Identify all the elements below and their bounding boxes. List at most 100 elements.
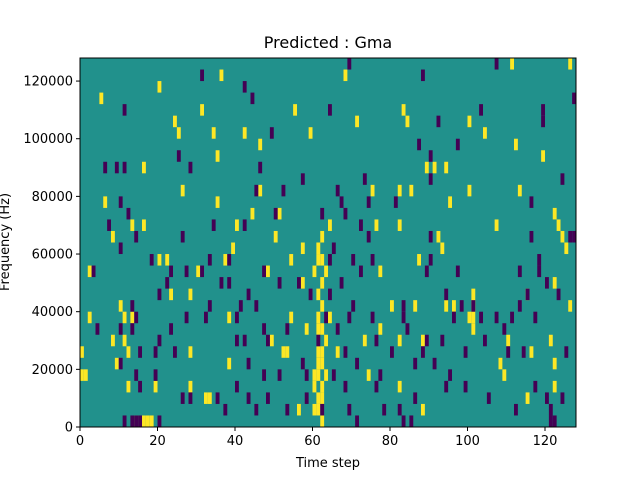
- heatmap-cell-low-30: [169, 265, 174, 278]
- heatmap-cell-high-39: [215, 150, 220, 162]
- x-tick-label: 0: [76, 434, 84, 449]
- heatmap-cell-low-85: [320, 207, 325, 220]
- heatmap-cell-high-67: [312, 380, 317, 393]
- heatmap-cell-low-37: [184, 311, 189, 324]
- heatmap-cell-high-26: [165, 254, 170, 266]
- heatmap-cell-high-130: [483, 127, 487, 139]
- heatmap-cell-high-140: [529, 346, 534, 358]
- heatmap-cell-high-103: [390, 300, 394, 312]
- heatmap-cell-low-72: [273, 207, 278, 220]
- heatmap-cell-low-39: [188, 161, 193, 174]
- heatmap-cell-high-110: [409, 184, 414, 197]
- heatmap-cell-low-22: [138, 415, 143, 427]
- heatmap-cell-low-175: [548, 415, 553, 427]
- heatmap-cell-high-73: [316, 323, 321, 335]
- heatmap-cell-low-82: [304, 392, 309, 404]
- heatmap-cell-high-53: [273, 230, 278, 243]
- heatmap-cell-high-49: [258, 138, 263, 151]
- heatmap-cell-low-7: [118, 323, 123, 335]
- heatmap-cell-low-136: [428, 254, 433, 266]
- heatmap-cell-high-116: [432, 161, 437, 174]
- x-tick-label: 40: [227, 434, 244, 449]
- heatmap-cell-high-113: [421, 334, 425, 347]
- heatmap-cell-low-108: [359, 265, 363, 278]
- heatmap-cell-low-145: [455, 265, 460, 278]
- heatmap-cell-low-70: [266, 392, 270, 404]
- heatmap-cell-low-17: [134, 311, 139, 324]
- heatmap-cell-high-87: [320, 392, 325, 404]
- y-tick-label: 100000: [23, 132, 73, 147]
- heatmap-cell-low-13: [130, 300, 135, 312]
- heatmap-cell-low-180: [564, 346, 569, 358]
- heatmap-cell-high-3: [87, 265, 92, 278]
- heatmap-cell-low-110: [366, 196, 371, 208]
- heatmap-cell-low-93: [335, 184, 340, 197]
- heatmap-cell-high-64: [308, 127, 313, 139]
- heatmap-cell-low-140: [444, 288, 449, 301]
- heatmap-cell-high-115: [424, 161, 429, 174]
- heatmap-cell-high-51: [266, 265, 270, 278]
- heatmap-cell-low-157: [506, 346, 511, 358]
- heatmap-cell-high-62: [300, 277, 305, 289]
- heatmap-cell-high-13: [126, 346, 131, 358]
- heatmap-cell-high-63: [304, 323, 309, 335]
- heatmap-cell-low-15: [130, 415, 135, 427]
- heatmap-cell-high-16: [130, 311, 135, 324]
- heatmap-cell-low-92: [331, 369, 336, 381]
- heatmap-cell-high-41: [219, 69, 224, 82]
- heatmap-cells: [80, 58, 577, 427]
- heatmap-cell-low-52: [235, 380, 239, 393]
- heatmap-cell-low-1: [95, 323, 100, 335]
- heatmap-cell-low-104: [351, 300, 356, 312]
- heatmap-cell-low-11: [122, 415, 127, 427]
- heatmap-cell-low-169: [537, 254, 542, 266]
- heatmap-cell-low-50: [227, 277, 232, 289]
- heatmap-cell-low-12: [126, 207, 131, 220]
- heatmap-cell-high-35: [200, 104, 205, 116]
- heatmap-cell-high-109: [405, 115, 410, 128]
- heatmap-cell-low-152: [483, 334, 487, 347]
- heatmap-cell-high-56: [285, 346, 290, 358]
- heatmap-cell-high-137: [517, 184, 522, 197]
- heatmap-cell-low-113: [370, 311, 375, 324]
- heatmap-cell-low-170: [541, 115, 546, 128]
- heatmap-cell-high-92: [328, 219, 332, 231]
- heatmap-cell-low-96: [339, 277, 344, 289]
- heatmap-cell-high-89: [324, 265, 329, 278]
- heatmap-cell-high-11: [122, 311, 127, 324]
- heatmap-cell-low-33: [176, 150, 181, 162]
- heatmap-cell-low-141: [444, 380, 449, 393]
- heatmap-cell-low-160: [517, 300, 522, 312]
- heatmap-cell-low-3: [107, 219, 112, 231]
- heatmap-cell-high-131: [494, 219, 499, 231]
- x-tick-label: 80: [382, 434, 399, 449]
- heatmap-cell-high-146: [552, 380, 557, 393]
- heatmap-cell-low-61: [250, 92, 255, 105]
- heatmap-cell-high-19: [142, 219, 146, 231]
- heatmap-cell-low-18: [134, 369, 139, 381]
- heatmap-cell-low-45: [211, 219, 216, 231]
- heatmap-cell-low-20: [138, 346, 143, 358]
- heatmap-cell-high-135: [510, 58, 515, 70]
- heatmap-cell-high-80: [320, 254, 325, 266]
- y-tick-label: 20000: [32, 363, 73, 378]
- heatmap-cell-low-146: [459, 300, 464, 312]
- heatmap-cell-high-25: [157, 254, 162, 266]
- heatmap-cell-high-34: [196, 265, 201, 278]
- heatmap-cell-low-179: [560, 392, 565, 404]
- heatmap-cell-high-123: [467, 115, 472, 128]
- heatmap-cell-low-150: [479, 104, 484, 116]
- heatmap-cell-low-135: [428, 230, 433, 243]
- heatmap-cell-low-115: [374, 380, 379, 393]
- heatmap-cell-high-91: [324, 369, 329, 381]
- heatmap-cell-high-88: [320, 415, 325, 427]
- heatmap-cell-low-168: [537, 265, 542, 278]
- plot-area: [79, 57, 577, 428]
- heatmap-cell-low-117: [382, 403, 387, 416]
- y-axis-label: Frequency (Hz): [0, 193, 13, 291]
- heatmap-cell-high-138: [525, 392, 530, 404]
- heatmap-cell-low-119: [393, 196, 398, 208]
- heatmap-cell-low-134: [428, 173, 433, 185]
